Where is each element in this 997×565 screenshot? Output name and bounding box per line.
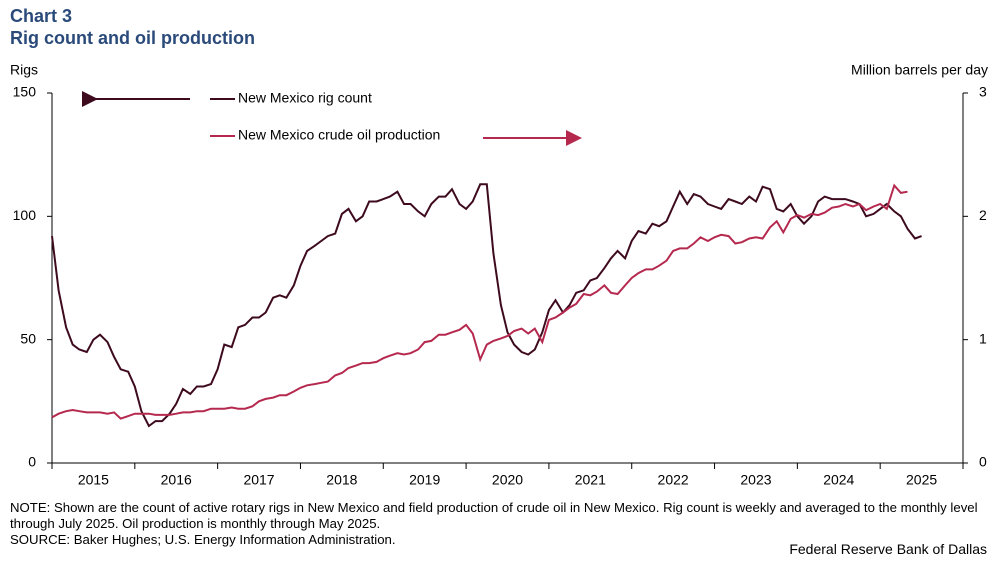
y-tick-label: 0 xyxy=(28,454,36,470)
y-axis-label: Rigs xyxy=(10,62,38,78)
x-tick-label: 2020 xyxy=(492,472,523,488)
series-line xyxy=(51,183,922,428)
series-line xyxy=(51,183,908,420)
x-tick-label: 2023 xyxy=(740,472,771,488)
chart-title: Rig count and oil production xyxy=(10,28,255,48)
x-tick-label: 2019 xyxy=(409,472,440,488)
x-tick-label: 2025 xyxy=(906,472,937,488)
y2-axis-label: Million barrels per day xyxy=(851,62,988,78)
y2-tick-label: 2 xyxy=(979,207,987,223)
x-tick-label: 2018 xyxy=(326,472,357,488)
x-tick-label: 2017 xyxy=(243,472,274,488)
x-tick-label: 2015 xyxy=(78,472,109,488)
x-tick-label: 2016 xyxy=(161,472,192,488)
chart-number: Chart 3 xyxy=(10,6,72,26)
legend-label: New Mexico rig count xyxy=(238,90,372,106)
source: SOURCE: Baker Hughes; U.S. Energy Inform… xyxy=(10,532,396,547)
y-tick-label: 100 xyxy=(13,207,37,223)
x-tick-label: 2024 xyxy=(823,472,854,488)
x-tick-label: 2021 xyxy=(575,472,606,488)
credit: Federal Reserve Bank of Dallas xyxy=(789,541,987,557)
y2-tick-label: 1 xyxy=(979,330,987,346)
chart: Chart 3 Rig count and oil production Rig… xyxy=(10,6,988,488)
x-tick-label: 2022 xyxy=(658,472,689,488)
y2-tick-label: 3 xyxy=(979,84,987,100)
y-tick-label: 150 xyxy=(13,84,37,100)
note: NOTE: Shown are the count of active rota… xyxy=(10,500,980,548)
y-tick-label: 50 xyxy=(20,330,36,346)
legend-label: New Mexico crude oil production xyxy=(238,127,440,143)
note-text: NOTE: Shown are the count of active rota… xyxy=(10,500,978,531)
y2-tick-label: 0 xyxy=(979,454,987,470)
